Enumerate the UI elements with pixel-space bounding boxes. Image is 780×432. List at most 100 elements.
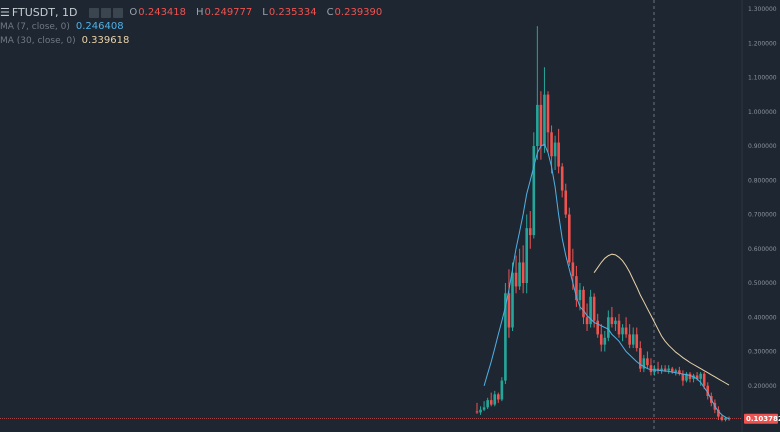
candle-body — [607, 317, 610, 338]
chart-legend: ☰ FTUSDT, 1D O 0.243418 H 0.249777 L 0.2… — [0, 6, 392, 48]
symbol-row: ☰ FTUSDT, 1D O 0.243418 H 0.249777 L 0.2… — [0, 6, 392, 20]
candle-body — [575, 276, 578, 301]
candle-body — [678, 370, 681, 374]
candle-body — [543, 94, 546, 146]
interval-label: 1D — [61, 6, 78, 19]
candle-body — [724, 418, 727, 420]
y-tick-label: 0.900000 — [748, 143, 777, 150]
candle-body — [578, 289, 582, 301]
candle-body — [497, 394, 500, 400]
candle-body — [489, 400, 493, 405]
candle-body — [642, 358, 646, 369]
candle-body — [621, 327, 624, 335]
candle-body — [486, 400, 489, 408]
y-tick-label: 0.600000 — [748, 246, 777, 253]
candle-body — [564, 190, 568, 215]
candle-body — [649, 365, 653, 373]
candle-body — [670, 368, 674, 373]
candle-body — [688, 373, 692, 379]
candle-body — [628, 334, 631, 345]
candle-body — [603, 337, 607, 345]
candle-body — [660, 368, 663, 371]
candle-body — [706, 385, 710, 397]
candle-body — [536, 104, 539, 146]
candle-body — [699, 373, 702, 379]
y-tick-label: 0.200000 — [748, 383, 777, 390]
y-tick-label: 0.800000 — [748, 177, 777, 184]
candle-body — [717, 409, 720, 417]
current-price-tag — [744, 413, 778, 424]
ohlc-open-label: O — [129, 7, 138, 18]
candle-body — [493, 394, 497, 405]
candle-body — [624, 327, 628, 335]
ma7-line — [483, 143, 730, 420]
candle-body — [475, 411, 479, 413]
legend-buttons — [89, 8, 124, 18]
candle-body — [667, 368, 670, 371]
candle-body — [646, 358, 649, 366]
y-tick-label: 0.700000 — [748, 212, 777, 219]
ma7-value: 0.246408 — [75, 21, 124, 32]
candle-body — [560, 166, 564, 191]
candle-body — [685, 373, 688, 381]
ohlc-open-value: 0.243418 — [138, 7, 187, 18]
candle-body — [585, 317, 589, 325]
settings-icon[interactable] — [101, 8, 112, 18]
candle-body — [720, 416, 724, 420]
candle-body — [663, 368, 667, 371]
candle-body — [518, 262, 521, 287]
candle-body — [482, 407, 486, 410]
candle-body — [511, 272, 514, 328]
candle-body — [639, 348, 642, 369]
candle-body — [571, 262, 575, 277]
y-tick-label: 0.300000 — [748, 349, 777, 356]
candle-body — [568, 214, 571, 263]
candle-body — [504, 293, 507, 381]
candle-body — [589, 296, 592, 325]
y-tick-label: 1.300000 — [748, 6, 777, 13]
candle-body — [614, 320, 617, 325]
candle-body — [479, 409, 482, 413]
candle-body — [695, 375, 699, 379]
indicator-row-ma30[interactable]: MA (30, close, 0) 0.339618 — [0, 34, 392, 48]
candle-body — [532, 146, 536, 236]
ohlc-high-label: H — [196, 7, 204, 18]
candle-body — [599, 334, 603, 345]
y-tick-label: 1.200000 — [748, 40, 777, 47]
ma30-line — [593, 253, 730, 386]
y-tick-label: 0.500000 — [748, 280, 777, 287]
candle-body — [550, 132, 553, 157]
indicator-row-ma7[interactable]: MA (7, close, 0) 0.246408 — [0, 20, 392, 34]
candle-body — [582, 289, 585, 318]
y-tick-label: 1.100000 — [748, 75, 777, 82]
close-icon[interactable] — [113, 8, 124, 18]
candle-body — [507, 293, 511, 328]
candle-body — [635, 334, 639, 349]
candle-body — [539, 104, 543, 146]
ohlc-low-value: 0.235334 — [268, 7, 317, 18]
candle-body — [596, 320, 599, 335]
candle-body — [528, 228, 532, 236]
ma7-name: MA (7, close, 0) — [0, 22, 70, 32]
candle-body — [702, 373, 706, 386]
ohlc-high-value: 0.249777 — [204, 7, 253, 18]
candle-body — [546, 94, 550, 133]
symbol-title: FTUSDT, 1D — [11, 6, 78, 19]
ohlc-low-label: L — [262, 7, 268, 18]
ma30-value: 0.339618 — [81, 35, 130, 46]
candle-body — [514, 272, 518, 287]
candle-body — [525, 228, 528, 283]
y-tick-label: 1.000000 — [748, 109, 777, 116]
hide-icon[interactable] — [89, 8, 100, 18]
candle-body — [617, 320, 621, 335]
y-tick-label: 0.400000 — [748, 314, 777, 321]
candle-body — [681, 373, 685, 381]
ohlc-close-value: 0.239390 — [334, 7, 383, 18]
chart-menu-icon[interactable]: ☰ — [0, 6, 10, 19]
ohlc-close-label: C — [326, 7, 334, 18]
candle-body — [674, 370, 678, 373]
candle-body — [727, 418, 731, 420]
current-price-tag-label: 0.103782 — [746, 415, 780, 423]
